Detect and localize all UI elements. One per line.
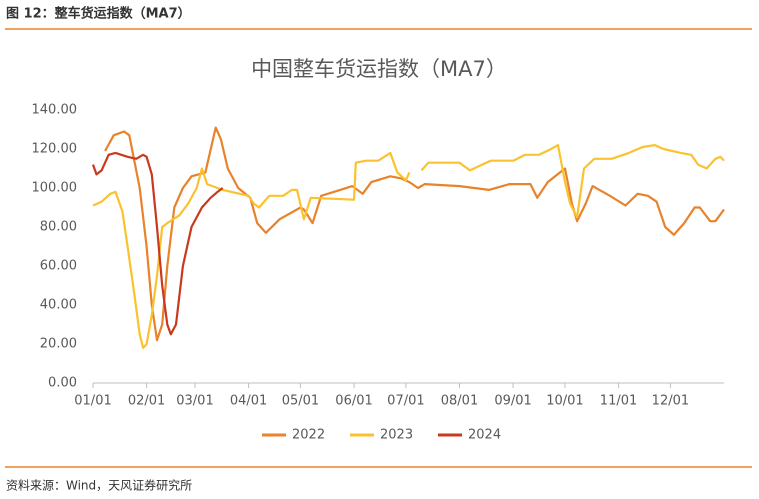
y-tick-label: 120.00 (32, 142, 78, 157)
header-title: 图 12：整车货运指数（MA7） (6, 6, 191, 22)
x-tick-label: 08/01 (441, 394, 478, 409)
x-tick-label: 09/01 (494, 394, 531, 409)
series-line (91, 151, 224, 336)
x-tick-label: 01/01 (74, 394, 111, 409)
legend-label: 2024 (468, 428, 501, 443)
y-tick-label: 80.00 (40, 220, 77, 235)
y-tick-label: 140.00 (32, 103, 78, 118)
x-tick-label: 07/01 (387, 394, 424, 409)
y-tick-label: 0.00 (48, 376, 77, 391)
x-tick-label: 05/01 (282, 394, 319, 409)
x-tick-label: 04/01 (230, 394, 267, 409)
y-tick-label: 60.00 (40, 259, 77, 274)
x-tick-label: 10/01 (546, 394, 583, 409)
x-tick-label: 06/01 (335, 394, 372, 409)
x-tick-label: 03/01 (176, 394, 213, 409)
x-tick-label: 12/01 (652, 394, 689, 409)
x-tick-label: 02/01 (128, 394, 165, 409)
y-tick-label: 40.00 (40, 298, 77, 313)
legend-label: 2022 (292, 428, 325, 443)
series-line (92, 144, 725, 349)
y-tick-label: 20.00 (40, 337, 77, 352)
legend-label: 2023 (380, 428, 413, 443)
series-line (104, 126, 725, 342)
y-tick-label: 100.00 (32, 181, 78, 196)
x-tick-label: 11/01 (600, 394, 637, 409)
footer-source: 资料来源：Wind，天风证券研究所 (6, 478, 192, 493)
chart-title: 中国整车货运指数（MA7） (251, 57, 507, 81)
